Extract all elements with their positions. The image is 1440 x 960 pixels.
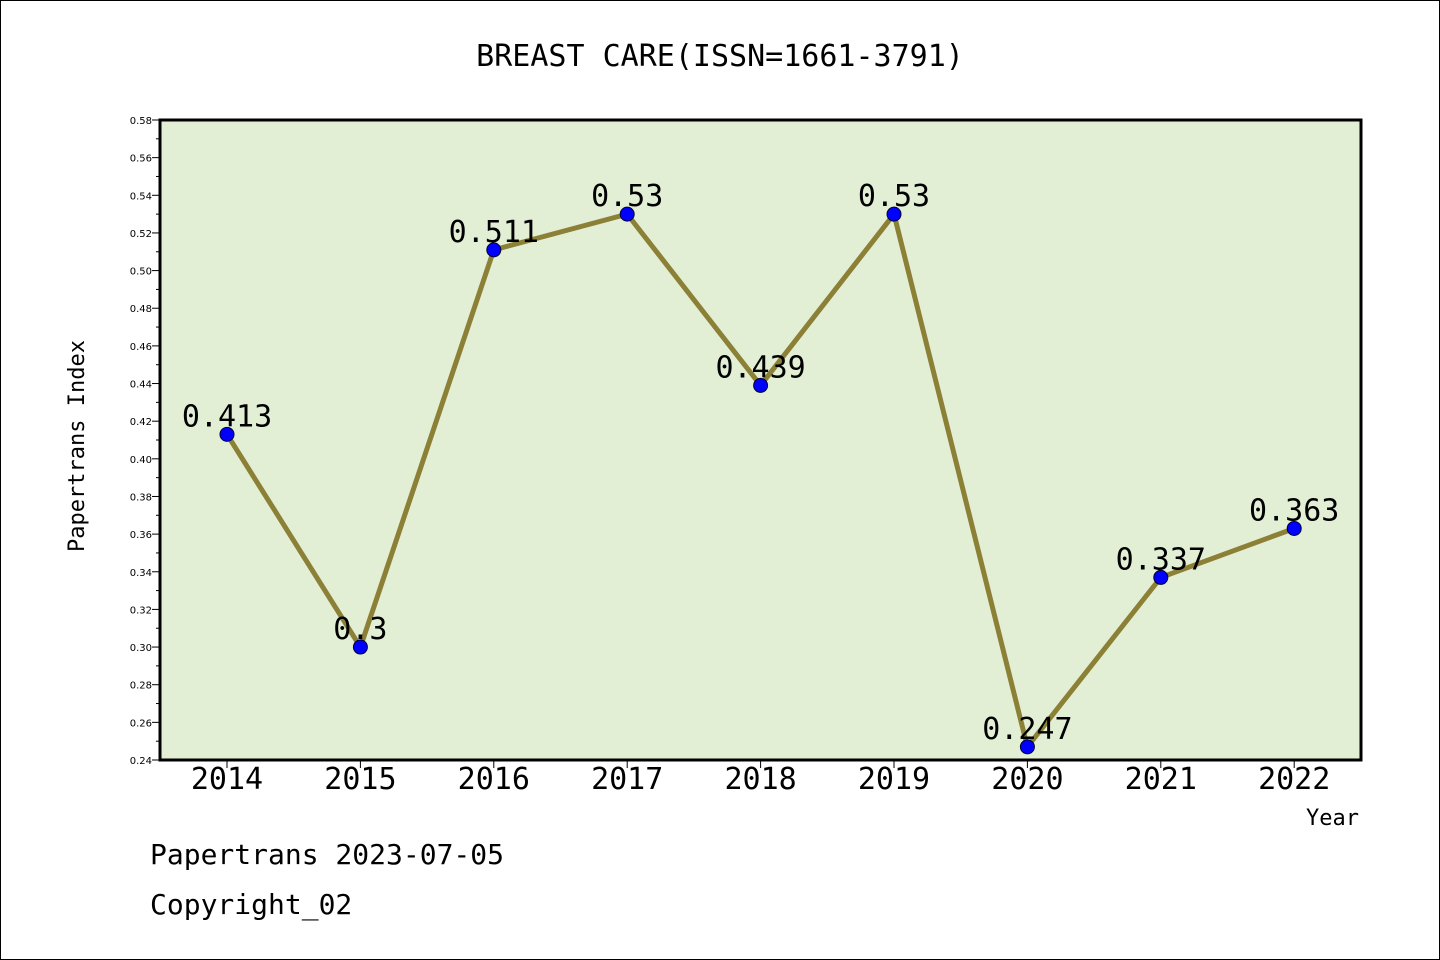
data-point (219, 426, 235, 442)
x-tick-label: 2018 (724, 762, 796, 797)
data-label: 0.511 (449, 215, 539, 250)
data-point (619, 206, 635, 222)
y-axis-ticks: 0.24 0.26 0.28 0.30 0.32 0.34 0.36 0.38 0.40 0.42… (130, 116, 160, 767)
series (219, 206, 1302, 755)
y-tick-label: 0.46 (130, 342, 152, 353)
data-point (352, 639, 368, 655)
y-tick-label: 0.30 (130, 643, 152, 654)
x-tick-label: 2014 (191, 762, 263, 797)
data-labels: 0.413 0.3 0.511 0.53 0.439 0.53 0.247 0.337 0.36… (182, 179, 1340, 747)
x-tick-label: 2016 (458, 762, 530, 797)
data-label: 0.439 (715, 350, 805, 385)
data-label: 0.247 (982, 712, 1072, 747)
y-tick-label: 0.44 (130, 380, 152, 391)
x-tick-label: 2020 (991, 762, 1063, 797)
data-label: 0.53 (591, 179, 663, 214)
plot-border (158, 118, 1363, 762)
y-tick-label: 0.32 (130, 605, 152, 616)
footer-copyright: Copyright_02 (150, 888, 352, 922)
y-tick-label: 0.26 (130, 718, 152, 729)
x-tick-label: 2017 (591, 762, 663, 797)
y-tick-label: 0.52 (130, 229, 152, 240)
x-tick-label: 2022 (1258, 762, 1330, 797)
y-tick-label: 0.24 (130, 756, 152, 767)
x-axis-label: Year (1306, 806, 1359, 831)
y-tick-label: 0.56 (130, 154, 152, 165)
footer-date: Papertrans 2023-07-05 (150, 838, 504, 871)
x-tick-label: 2015 (324, 762, 396, 797)
y-tick-label: 0.58 (130, 116, 152, 127)
chart-title: BREAST CARE(ISSN=1661-3791) (476, 39, 964, 74)
data-label: 0.413 (182, 399, 272, 434)
y-tick-label: 0.50 (130, 267, 152, 278)
data-point (1019, 739, 1035, 755)
y-tick-label: 0.38 (130, 492, 152, 503)
x-tick-label: 2021 (1125, 762, 1197, 797)
y-tick-label: 0.34 (130, 568, 152, 579)
data-label: 0.337 (1116, 542, 1206, 577)
x-tick-label: 2019 (858, 762, 930, 797)
plot-area (160, 120, 1361, 760)
y-tick-label: 0.48 (130, 304, 152, 315)
data-point (1286, 520, 1302, 536)
y-tick-label: 0.36 (130, 530, 152, 541)
x-axis-ticks: 2014 2015 2016 2017 2018 2019 2020 2021 2022 (191, 760, 1330, 797)
y-tick-label: 0.54 (130, 191, 152, 202)
y-axis-label: Papertrans Index (65, 340, 90, 552)
data-point (886, 206, 902, 222)
data-point (753, 377, 769, 393)
data-point (486, 242, 502, 258)
data-label: 0.53 (858, 179, 930, 214)
data-point (1153, 569, 1169, 585)
data-label: 0.3 (333, 612, 387, 647)
y-tick-label: 0.42 (130, 417, 152, 428)
y-tick-label: 0.28 (130, 681, 152, 692)
data-label: 0.363 (1249, 493, 1339, 528)
y-tick-label: 0.40 (130, 455, 152, 466)
